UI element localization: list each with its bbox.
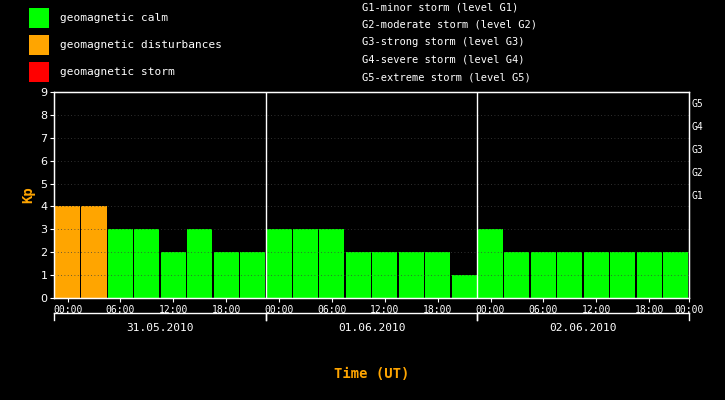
Bar — [267, 229, 291, 298]
Text: Time (UT): Time (UT) — [334, 367, 409, 381]
Text: geomagnetic storm: geomagnetic storm — [60, 67, 175, 77]
Bar — [29, 8, 49, 28]
Bar — [452, 275, 476, 298]
Bar — [505, 252, 529, 298]
Text: 31.05.2010: 31.05.2010 — [126, 323, 194, 333]
Text: G2-moderate storm (level G2): G2-moderate storm (level G2) — [362, 20, 537, 30]
Bar — [610, 252, 635, 298]
Bar — [55, 206, 80, 298]
Bar — [108, 229, 133, 298]
Bar — [637, 252, 662, 298]
Text: G1-minor storm (level G1): G1-minor storm (level G1) — [362, 2, 519, 12]
Bar — [399, 252, 424, 298]
Bar — [558, 252, 582, 298]
Bar — [187, 229, 212, 298]
Bar — [346, 252, 371, 298]
Y-axis label: Kp: Kp — [21, 187, 35, 203]
Text: G3-strong storm (level G3): G3-strong storm (level G3) — [362, 37, 525, 47]
Bar — [81, 206, 107, 298]
Bar — [240, 252, 265, 298]
Text: geomagnetic disturbances: geomagnetic disturbances — [60, 40, 222, 50]
Bar — [663, 252, 688, 298]
Text: 01.06.2010: 01.06.2010 — [338, 323, 405, 333]
Bar — [425, 252, 450, 298]
Bar — [478, 229, 503, 298]
Bar — [319, 229, 344, 298]
Bar — [29, 35, 49, 55]
Text: geomagnetic calm: geomagnetic calm — [60, 13, 168, 23]
Bar — [531, 252, 556, 298]
Bar — [584, 252, 609, 298]
Text: G5-extreme storm (level G5): G5-extreme storm (level G5) — [362, 72, 531, 82]
Bar — [372, 252, 397, 298]
Bar — [134, 229, 160, 298]
Bar — [29, 62, 49, 82]
Text: 02.06.2010: 02.06.2010 — [550, 323, 617, 333]
Text: G4-severe storm (level G4): G4-severe storm (level G4) — [362, 55, 525, 65]
Bar — [161, 252, 186, 298]
Bar — [214, 252, 239, 298]
Bar — [293, 229, 318, 298]
